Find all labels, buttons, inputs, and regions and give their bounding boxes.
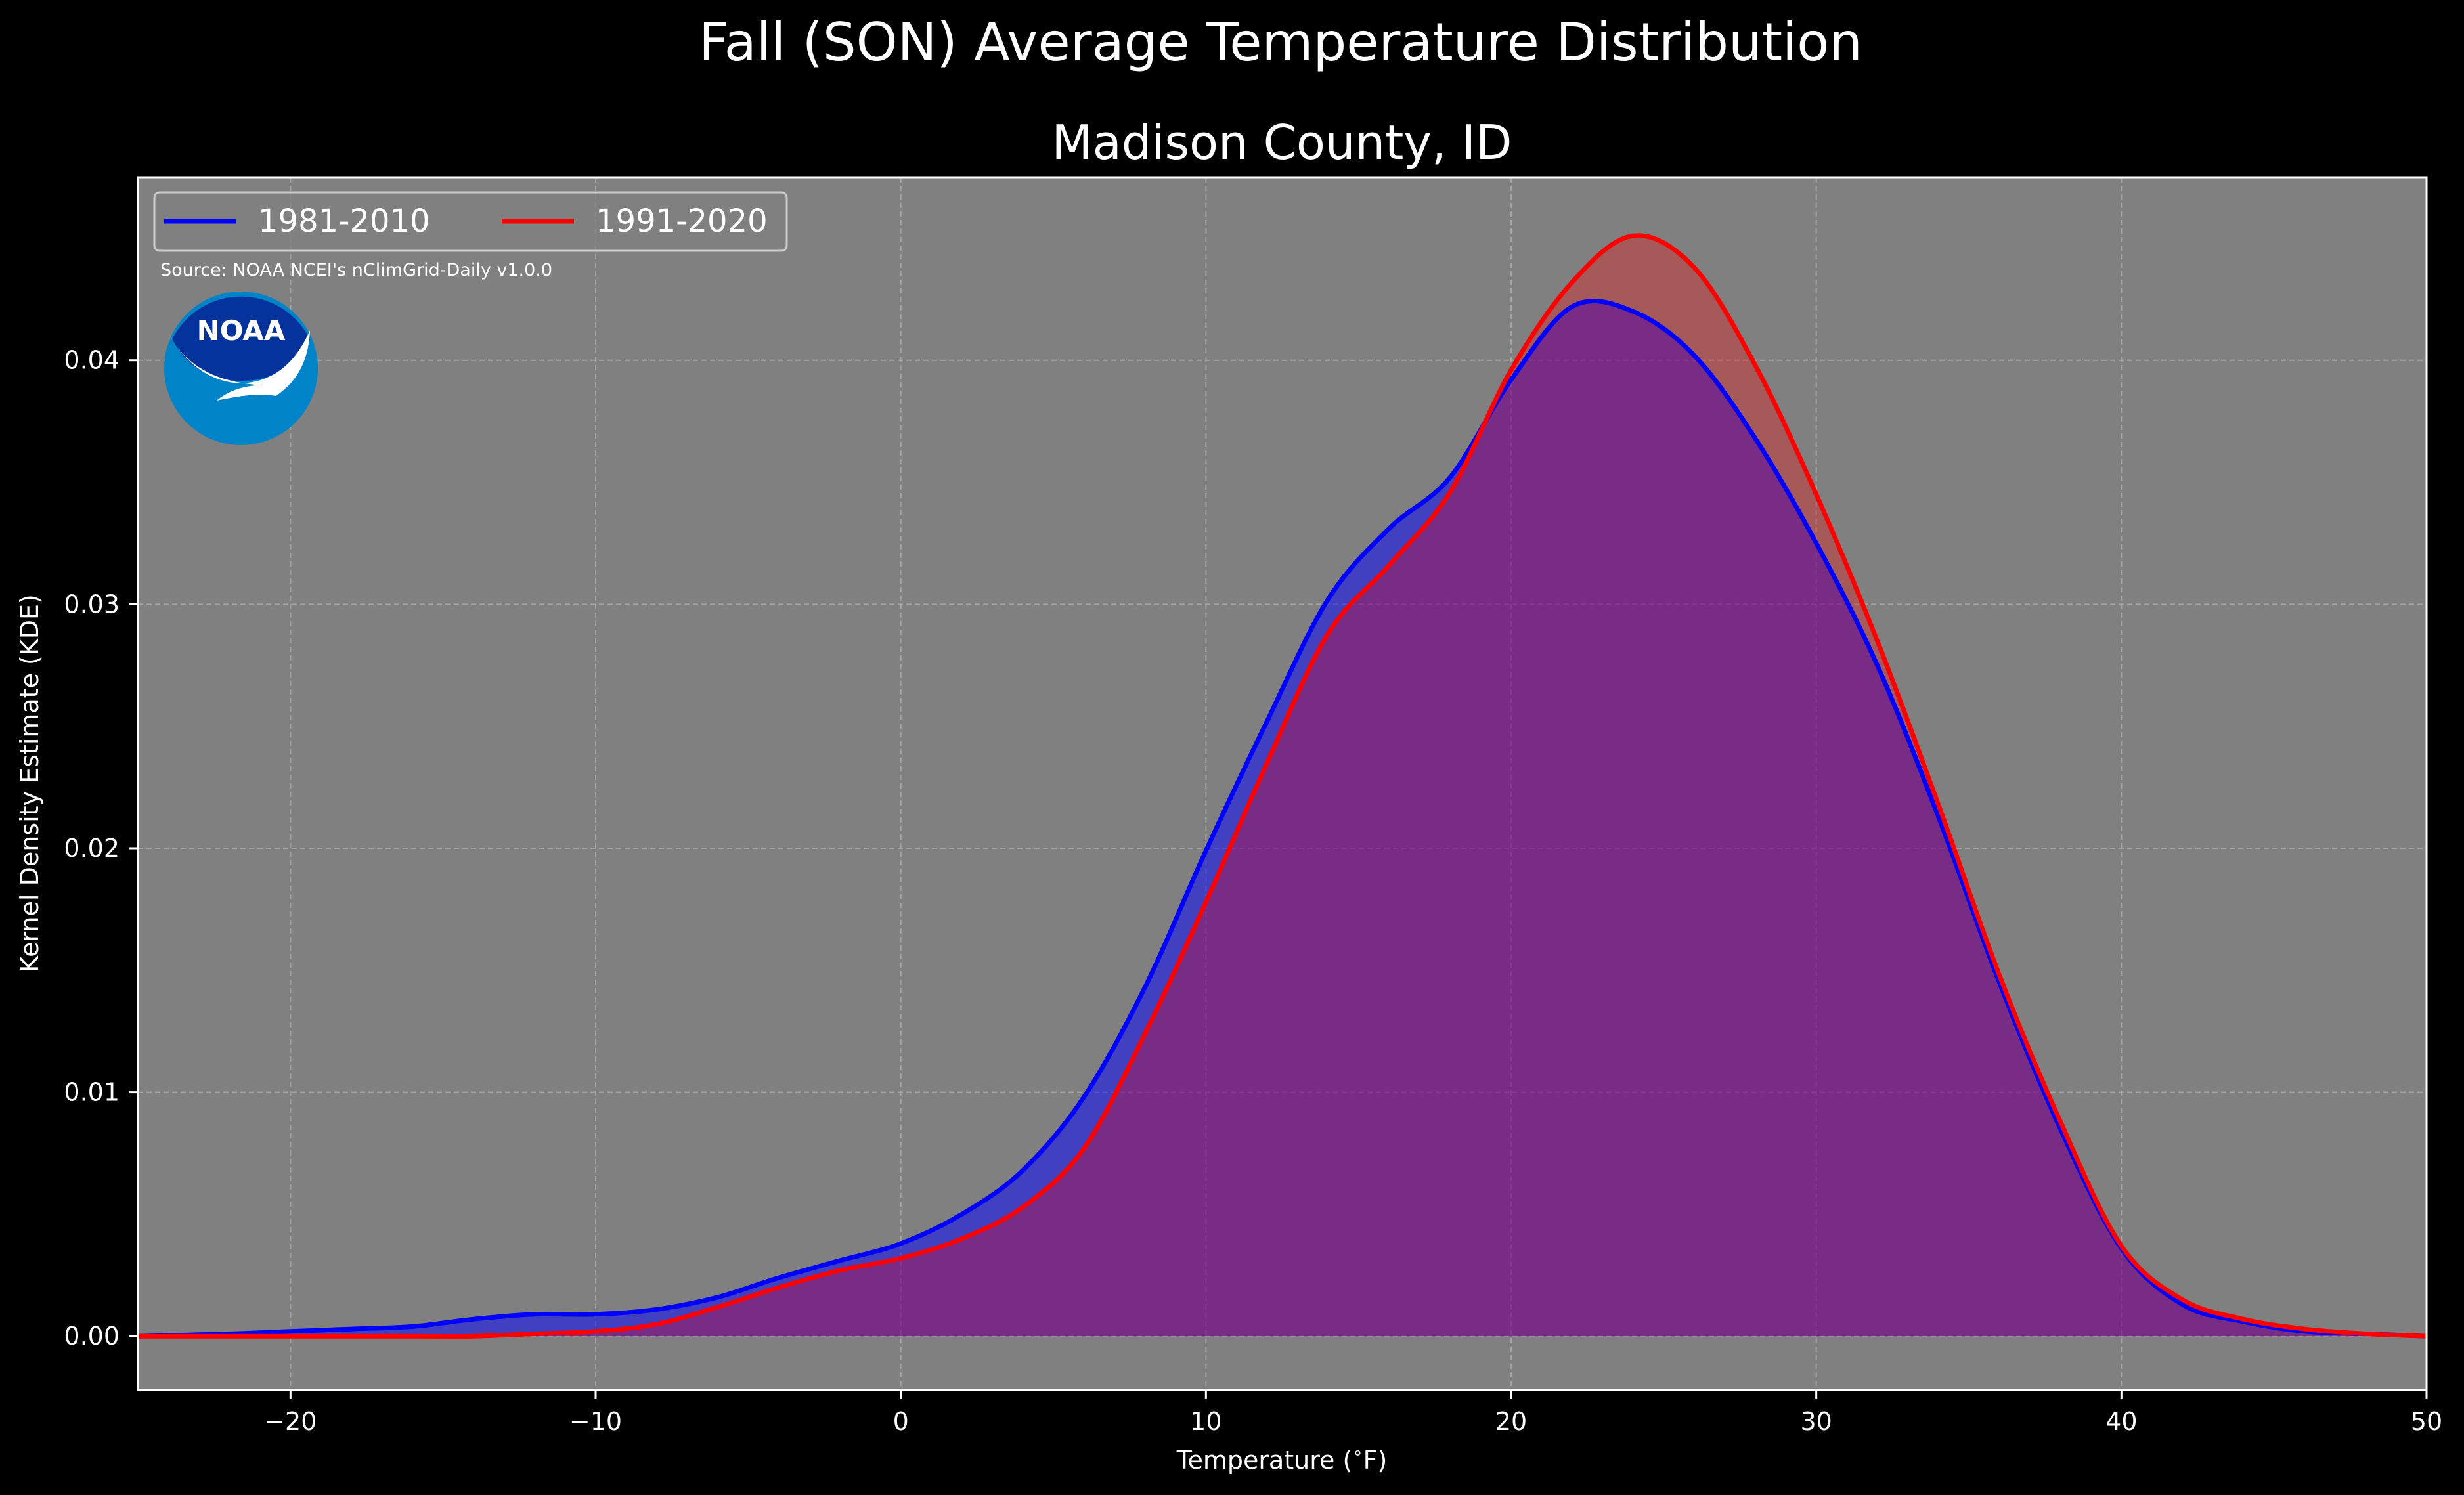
noaa-logo-wave bbox=[167, 330, 310, 401]
line-1981-2010 bbox=[137, 298, 2427, 1339]
x-tick-label: −20 bbox=[264, 1407, 317, 1436]
plot-frame bbox=[137, 176, 2428, 1391]
source-note: Source: NOAA NCEI's nClimGrid-Daily v1.0… bbox=[160, 260, 552, 280]
legend: 1981-2010 1991-2020 bbox=[153, 191, 788, 252]
x-tick-label: 10 bbox=[1190, 1407, 1221, 1436]
x-tick-label: 50 bbox=[2411, 1407, 2442, 1436]
legend-box bbox=[153, 191, 788, 252]
noaa-logo-text: NOAA bbox=[197, 314, 286, 347]
series-lines bbox=[137, 233, 2427, 1339]
axis-ticks: −20 −10 0 10 20 30 40 50 0.00 0.01 0.02 0.03 0.04 bbox=[64, 346, 2442, 1436]
y-tick-label: 0.04 bbox=[64, 346, 120, 375]
y-tick-label: 0.02 bbox=[64, 834, 120, 863]
legend-label-1981-2010: 1981-2010 bbox=[258, 203, 430, 240]
x-tick-label: −10 bbox=[569, 1407, 622, 1436]
line-1991-2020 bbox=[137, 233, 2427, 1339]
y-tick-label: 0.03 bbox=[64, 590, 120, 618]
chart-subtitle: Madison County, ID bbox=[1052, 115, 1512, 170]
x-tick-label: 30 bbox=[1800, 1407, 1832, 1436]
legend-label-1991-2020: 1991-2020 bbox=[596, 203, 768, 240]
noaa-logo: NOAA bbox=[164, 292, 318, 445]
y-tick-label: 0.01 bbox=[64, 1078, 120, 1107]
x-axis-label: Temperature (∘F) bbox=[1176, 1443, 1388, 1475]
chart-title: Fall (SON) Average Temperature Distribut… bbox=[699, 12, 1862, 73]
area-1981-2010 bbox=[138, 301, 2427, 1337]
series-fills bbox=[138, 235, 2427, 1337]
x-tick-label: 40 bbox=[2105, 1407, 2137, 1436]
area-1991-2020 bbox=[138, 235, 2427, 1337]
x-tick-label: 0 bbox=[893, 1407, 909, 1436]
y-axis-label: Kernel Density Estimate (KDE) bbox=[15, 594, 44, 972]
y-tick-label: 0.00 bbox=[64, 1322, 120, 1351]
x-tick-label: 20 bbox=[1495, 1407, 1527, 1436]
noaa-logo-top bbox=[172, 296, 310, 381]
